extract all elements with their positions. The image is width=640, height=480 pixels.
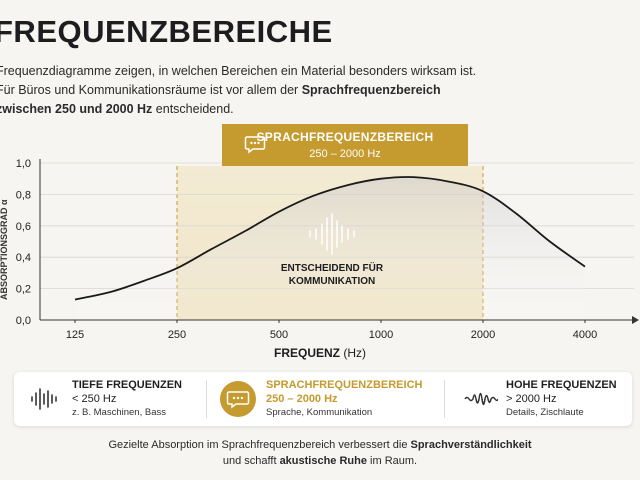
intro-line-3: zwischen 250 und 2000 Hz entscheidend. [0,102,234,116]
x-tick-label: 250 [168,329,186,340]
x-tick-label: 1000 [369,329,393,340]
speech-band-title: SPRACHFREQUENZBEREICH [256,130,434,144]
intro-line-2: Für Büros und Kommunikationsräume ist vo… [0,83,441,97]
legend-speech: SPRACHFREQUENZBEREICH 250 – 2000 Hz Spra… [210,372,440,426]
y-tick-label: 0,2 [16,284,31,296]
footer-text: Gezielte Absorption im Sprachfrequenzber… [0,437,640,469]
footer-line-1: Gezielte Absorption im Sprachfrequenzber… [108,439,532,451]
legend-speech-range: 250 – 2000 Hz [266,393,338,405]
legend-low-range: < 250 Hz [72,393,117,405]
legend-high-range: > 2000 Hz [506,393,557,405]
speech-band-banner: SPRACHFREQUENZBEREICH 250 – 2000 Hz [222,124,468,166]
legend-high: HOHE FREQUENZEN > 2000 Hz Details, Zisch… [448,372,632,426]
legend-divider [206,380,207,418]
intro-line-1: Frequenzdiagramme zeigen, in welchen Ber… [0,64,477,78]
x-tick-label: 2000 [471,329,495,340]
intro-text: Frequenzdiagramme zeigen, in welchen Ber… [0,62,516,119]
curve-area-shading [75,176,585,320]
legend-low-title: TIEFE FREQUENZEN [72,379,183,391]
legend-low: TIEFE FREQUENZEN < 250 Hz z. B. Maschine… [14,372,204,426]
band-center-label: KOMMUNIKATION [289,276,375,287]
sound-wave-icon [309,213,355,255]
speech-bubble-icon [220,381,256,417]
waveform-high-icon [464,392,498,406]
speech-band-range: 250 – 2000 Hz [309,148,381,160]
page-title: FREQUENZBEREICHE [0,14,333,49]
y-tick-label: 0,8 [16,189,31,201]
legend-speech-desc: Sprache, Kommunikation [266,407,373,418]
y-tick-label: 1,0 [16,158,31,170]
waveform-low-icon [31,388,57,410]
x-axis-title: FREQUENZ (Hz) [273,346,366,360]
legend-divider [444,380,445,418]
y-tick-label: 0,4 [16,252,31,264]
footer-line-2: und schafft akustische Ruhe im Raum. [222,455,418,467]
legend-low-desc: z. B. Maschinen, Bass [72,407,166,418]
legend-high-desc: Details, Zischlaute [506,407,584,418]
x-tick-label: 4000 [573,329,597,340]
legend-high-title: HOHE FREQUENZEN [506,379,617,391]
x-tick-label: 125 [66,329,84,340]
y-tick-label: 0,6 [16,221,31,233]
absorption-curve [74,176,586,301]
legend-speech-title: SPRACHFREQUENZBEREICH [266,379,423,391]
speech-bubble-icon [244,136,266,154]
x-axis-arrow [632,316,639,324]
frequency-legend: TIEFE FREQUENZEN < 250 Hz z. B. Maschine… [14,372,632,426]
y-tick-label: 0,0 [16,315,31,327]
x-tick-label: 500 [270,329,288,340]
band-center-label: ENTSCHEIDEND FÜR [281,261,384,274]
y-axis-title: ABSORPTIONSGRAD α [0,199,9,300]
absorption-chart: 0,0 0,2 0,4 0,6 0,8 1,0 ABSORPTIONSGRAD α 125 25… [0,158,639,340]
